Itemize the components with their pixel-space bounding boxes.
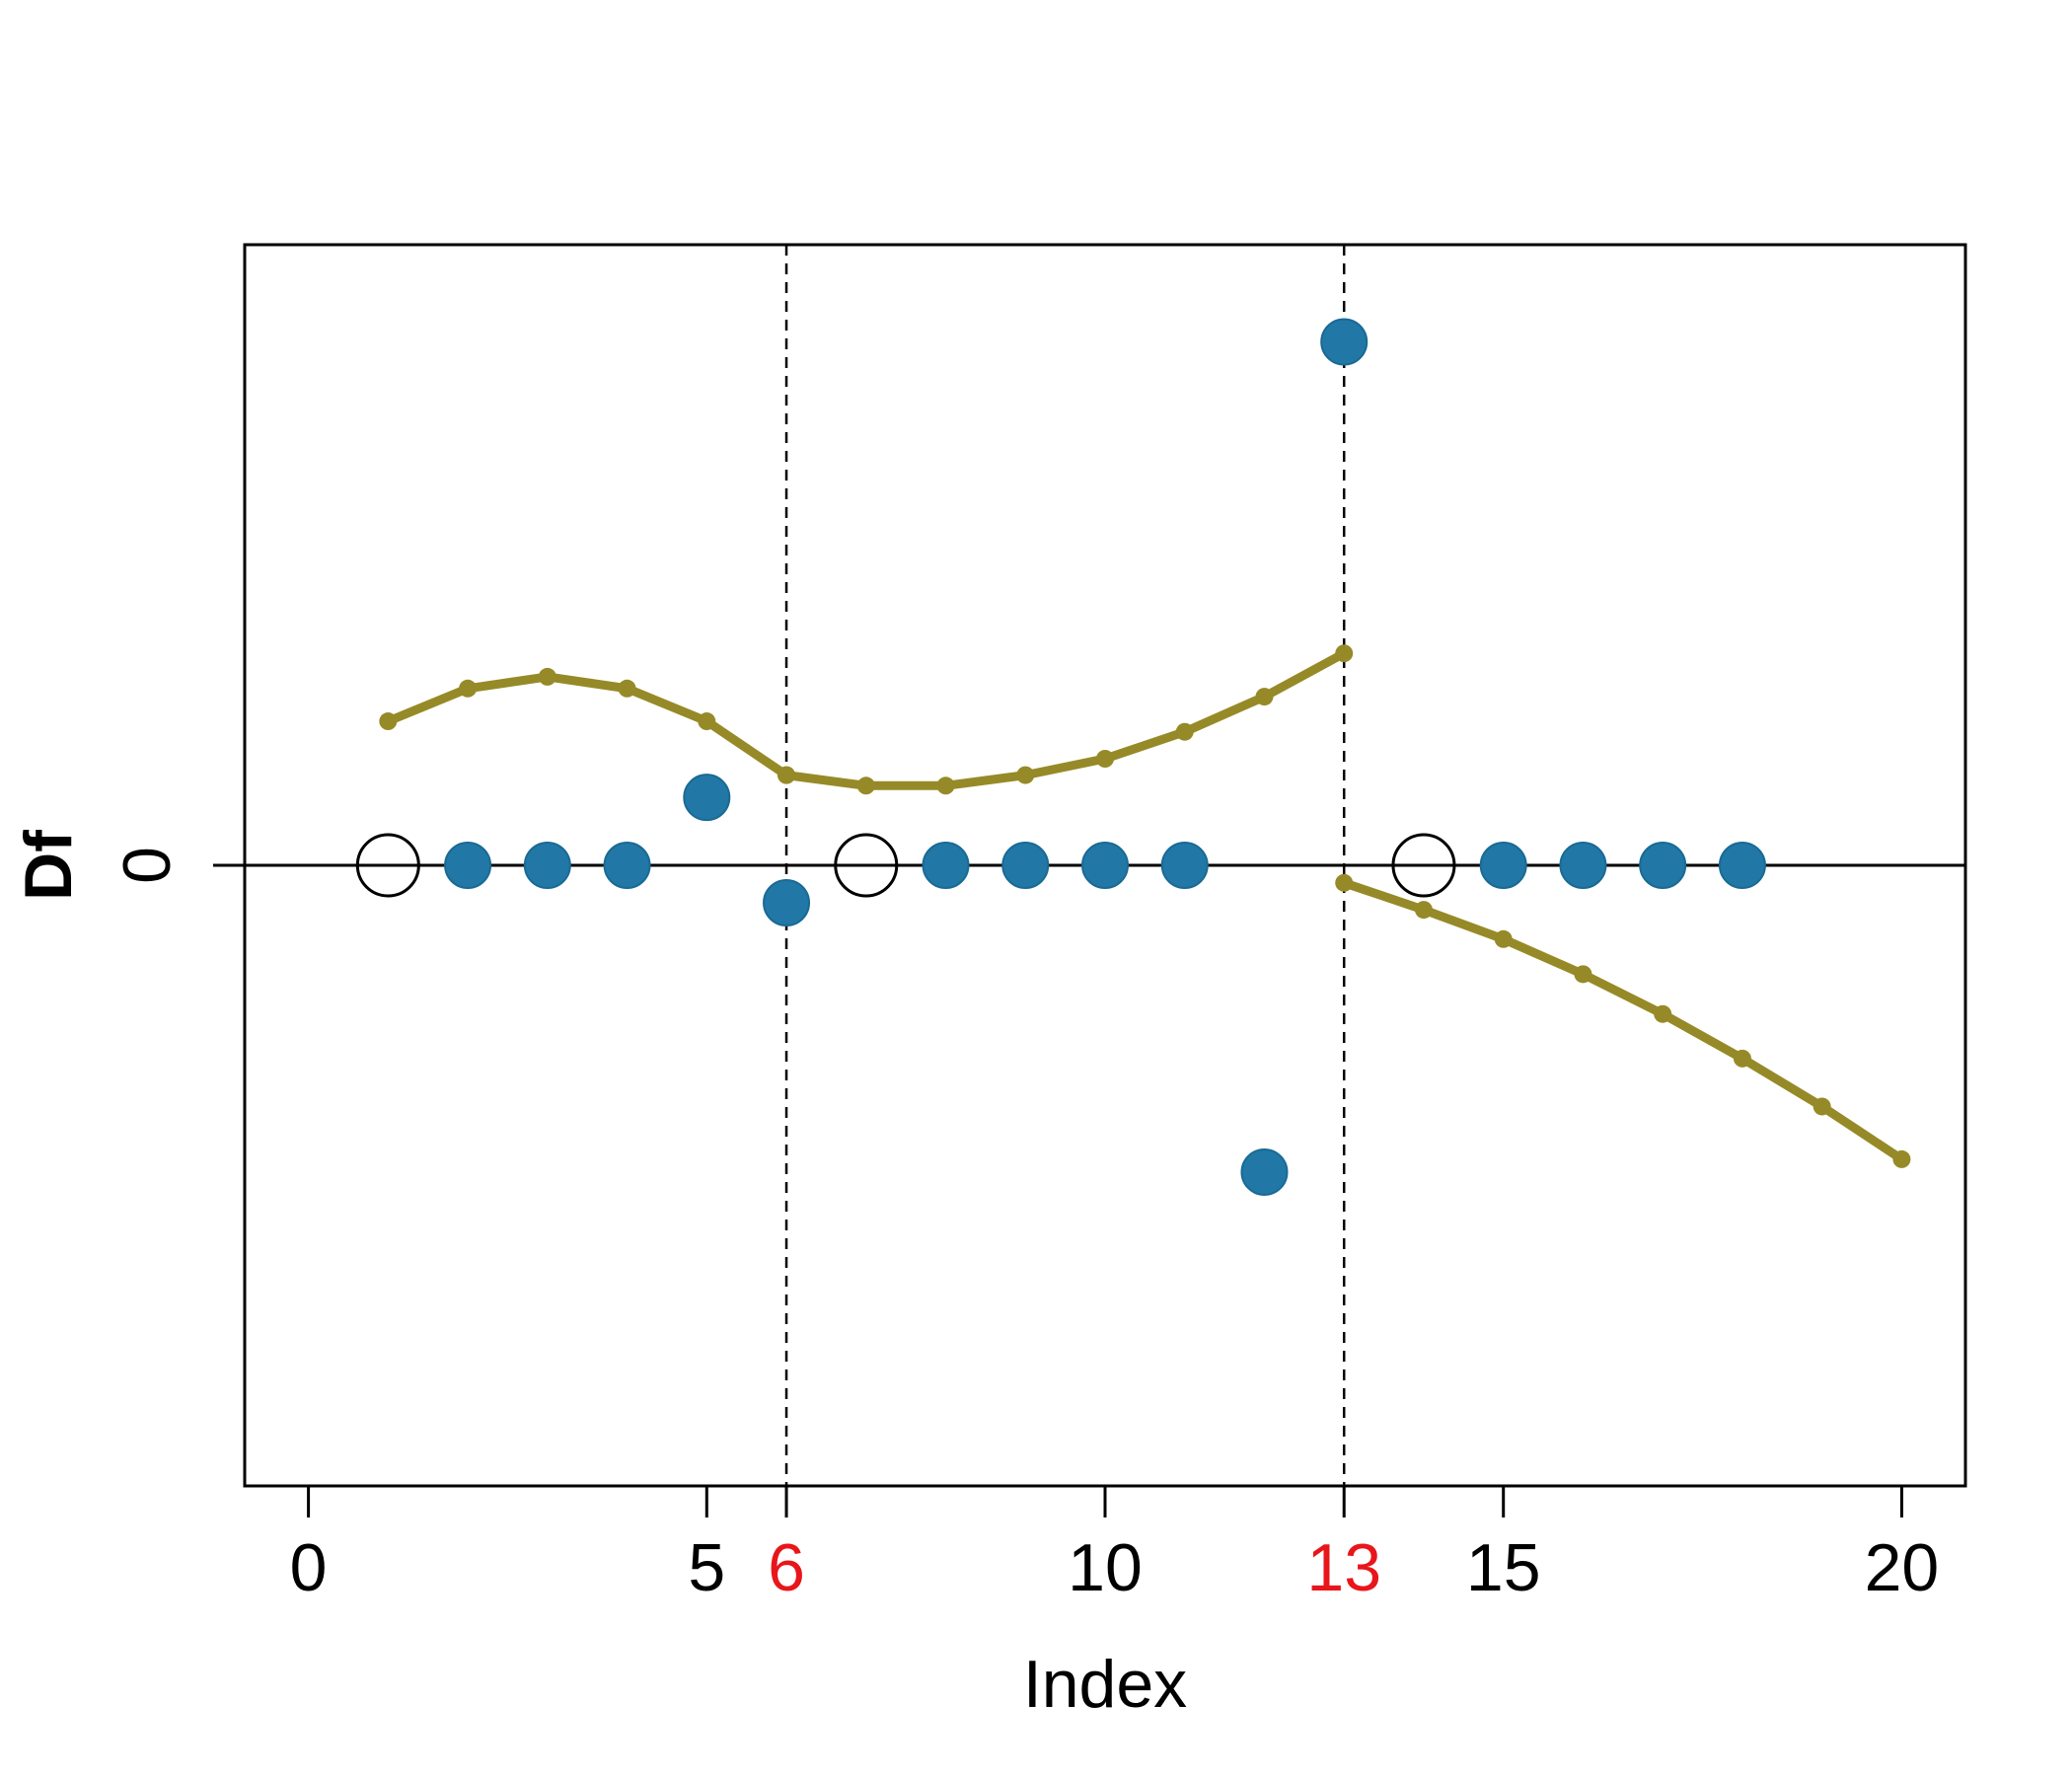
data-points: [355, 318, 1766, 1196]
curve-marker: [1494, 929, 1513, 948]
filled-point: [1160, 842, 1209, 889]
curve-marker: [936, 777, 955, 795]
filled-point: [1559, 842, 1607, 889]
filled-point: [603, 842, 651, 889]
curve-marker: [459, 679, 478, 698]
x-tick-label: 10: [1068, 1530, 1143, 1605]
x-tick-label: 15: [1466, 1530, 1541, 1605]
filled-point: [444, 842, 492, 889]
curve-marker: [618, 679, 636, 698]
filled-point: [1718, 842, 1766, 889]
x-axis-title: Index: [1023, 1647, 1187, 1722]
x-axis: 0 5 6 10 13 15 20: [290, 1486, 1940, 1605]
curve-marker: [538, 667, 556, 686]
curve-marker: [379, 712, 398, 731]
filled-point: [922, 842, 970, 889]
filled-point: [1639, 842, 1687, 889]
curve-marker: [1414, 901, 1433, 920]
curve-marker: [1654, 1004, 1672, 1023]
curve-marker: [1255, 688, 1274, 706]
y-axis: 0: [110, 847, 185, 884]
filled-point: [1081, 842, 1129, 889]
curve-marker: [698, 712, 716, 731]
y-tick-label: 0: [110, 847, 185, 884]
curve-line: [781, 648, 1349, 790]
open-point: [355, 833, 420, 898]
curve-line: [1339, 878, 1906, 1164]
curve-marker: [1813, 1097, 1831, 1116]
curve-marker: [1574, 965, 1592, 984]
fitted-curves: [379, 644, 1911, 1168]
curve-marker: [1175, 722, 1194, 741]
curve-marker: [1733, 1049, 1751, 1068]
filled-point: [683, 774, 731, 822]
curve-marker: [777, 766, 796, 784]
curve-marker: [1335, 873, 1354, 892]
x-tick-label: 5: [688, 1530, 725, 1605]
filled-point: [763, 878, 811, 926]
curve-marker: [856, 777, 875, 795]
curve-marker: [1892, 1149, 1911, 1168]
curve-marker: [1016, 766, 1035, 784]
y-axis-title: Df: [11, 830, 86, 901]
x-tick-label: 20: [1865, 1530, 1940, 1605]
filled-point: [523, 842, 571, 889]
curve-marker: [1096, 750, 1114, 769]
filled-point: [1001, 842, 1050, 889]
x-tick-label: 6: [768, 1530, 805, 1605]
filled-point: [1320, 318, 1369, 366]
x-tick-label: 13: [1306, 1530, 1381, 1605]
curve-line: [383, 672, 791, 780]
filled-point: [1479, 842, 1527, 889]
curve-marker: [1335, 644, 1354, 663]
open-point: [834, 833, 899, 898]
open-point: [1391, 833, 1456, 898]
x-tick-label: 0: [290, 1530, 328, 1605]
filled-point: [1240, 1147, 1289, 1196]
